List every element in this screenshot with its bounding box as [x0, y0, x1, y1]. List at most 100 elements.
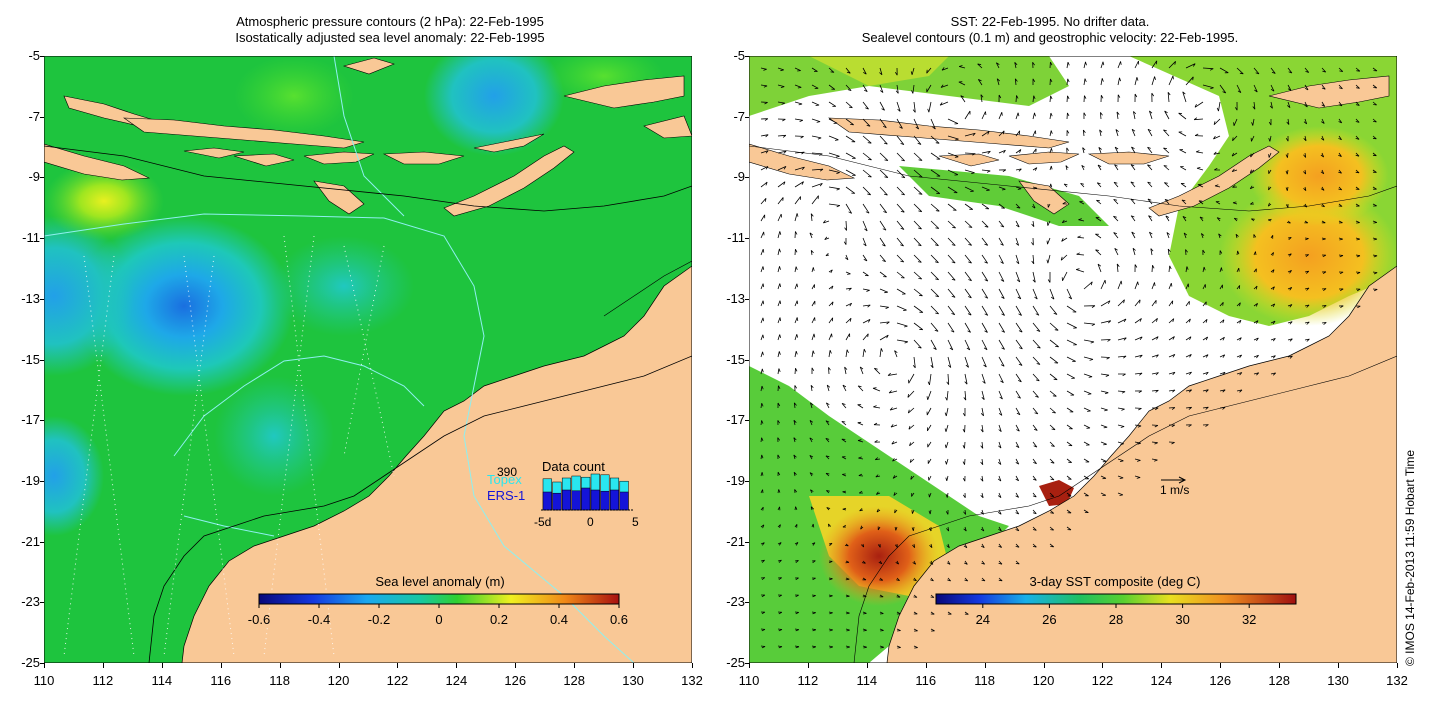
velocity-arrow: [913, 288, 923, 297]
velocity-arrow: [1117, 77, 1121, 86]
velocity-arrow: [1338, 220, 1343, 224]
velocity-arrow: [1151, 458, 1158, 462]
velocity-arrow: [1066, 492, 1072, 497]
velocity-arrow: [889, 407, 898, 411]
velocity-arrow: [1098, 146, 1102, 154]
velocity-arrow: [1100, 78, 1104, 86]
velocity-arrow: [1249, 169, 1255, 174]
velocity-arrow: [1151, 92, 1155, 103]
velocity-arrow: [913, 135, 922, 145]
velocity-arrow: [811, 135, 822, 140]
velocity-arrow: [794, 151, 805, 155]
velocity-arrow: [862, 348, 866, 358]
velocity-arrow: [794, 489, 798, 494]
velocity-arrow: [1355, 135, 1360, 140]
velocity-arrow: [1066, 130, 1070, 137]
left-title-line1: Atmospheric pressure contours (2 hPa): 2…: [236, 14, 544, 29]
velocity-arrow: [842, 524, 847, 528]
velocity-arrow: [1116, 263, 1120, 273]
velocity-arrow: [947, 356, 952, 368]
velocity-arrow: [1338, 254, 1344, 258]
velocity-arrow: [998, 288, 1005, 299]
velocity-arrow: [1185, 63, 1196, 69]
velocity-arrow: [760, 472, 764, 477]
velocity-arrow: [896, 135, 905, 145]
velocity-arrow: [1147, 198, 1153, 205]
velocity-arrow: [760, 67, 767, 71]
velocity-arrow: [879, 305, 889, 309]
velocity-arrow: [1163, 129, 1170, 137]
velocity-arrow: [913, 169, 923, 178]
velocity-arrow: [1185, 249, 1188, 256]
velocity-arrow: [1167, 91, 1171, 103]
velocity-arrow: [1100, 356, 1110, 360]
velocity-arrow: [828, 367, 831, 375]
velocity-arrow: [845, 135, 856, 143]
velocity-arrow: [1185, 424, 1192, 428]
velocity-arrow: [1117, 299, 1125, 307]
right-x-tick-label: 118: [974, 673, 995, 688]
velocity-arrow: [879, 152, 889, 161]
velocity-arrow: [857, 439, 864, 443]
velocity-arrow: [862, 611, 867, 615]
velocity-arrow: [1219, 284, 1223, 290]
velocity-arrow: [1219, 250, 1223, 256]
velocity-arrow: [964, 152, 976, 156]
velocity-arrow: [1338, 203, 1343, 207]
left-y-tick-label: -25: [21, 655, 40, 670]
velocity-arrow: [1163, 147, 1170, 154]
velocity-arrow: [1066, 407, 1074, 413]
velocity-arrow: [1032, 288, 1038, 300]
velocity-arrow: [879, 611, 884, 615]
velocity-arrow: [879, 220, 887, 231]
velocity-arrow: [912, 543, 916, 548]
velocity-arrow: [1270, 234, 1274, 239]
velocity-arrow: [1202, 371, 1209, 376]
velocity-arrow: [1270, 286, 1275, 291]
velocity-arrow: [1114, 247, 1119, 256]
velocity-arrow: [997, 509, 1002, 515]
velocity-arrow: [844, 543, 849, 547]
velocity-arrow: [941, 67, 949, 71]
velocity-arrow: [896, 322, 908, 328]
velocity-arrow: [964, 169, 975, 174]
velocity-arrow: [1096, 199, 1102, 205]
velocity-arrow: [1219, 301, 1224, 307]
velocity-arrow: [828, 577, 833, 581]
sst-colorbar-gradient: [935, 593, 1297, 605]
velocity-arrow: [1031, 237, 1034, 246]
velocity-arrow: [841, 438, 847, 443]
velocity-arrow: [1083, 373, 1093, 378]
velocity-arrow: [1099, 129, 1103, 137]
velocity-arrow: [879, 135, 888, 145]
velocity-arrow: [777, 454, 781, 460]
velocity-arrow: [1130, 215, 1136, 222]
velocity-arrow: [998, 577, 1003, 582]
velocity-arrow: [1015, 407, 1021, 416]
velocity-arrow: [1303, 118, 1308, 125]
topex-label: Topex: [487, 472, 522, 487]
velocity-arrow: [1304, 101, 1308, 108]
velocity-arrow: [1235, 233, 1239, 239]
velocity-arrow: [1268, 186, 1272, 191]
velocity-arrow: [1083, 458, 1090, 463]
velocity-arrow: [1134, 299, 1141, 307]
velocity-arrow: [857, 421, 864, 426]
velocity-arrow: [1134, 441, 1141, 445]
velocity-arrow: [1049, 165, 1053, 171]
velocity-arrow: [1015, 492, 1020, 498]
velocity-arrow: [930, 611, 935, 615]
velocity-arrow: [1015, 322, 1023, 333]
ers-count-bar: [600, 490, 610, 511]
velocity-arrow: [828, 611, 833, 615]
sst-colorbar-tick-label: 32: [1242, 612, 1256, 627]
velocity-arrow: [1032, 373, 1040, 382]
velocity-arrow: [845, 317, 852, 324]
velocity-arrow: [1164, 110, 1170, 120]
velocity-arrow: [858, 473, 864, 477]
velocity-arrow: [944, 441, 949, 449]
velocity-arrow: [1015, 356, 1023, 366]
velocity-arrow: [793, 402, 797, 409]
velocity-arrow: [879, 254, 887, 262]
velocity-arrow: [1321, 84, 1326, 90]
